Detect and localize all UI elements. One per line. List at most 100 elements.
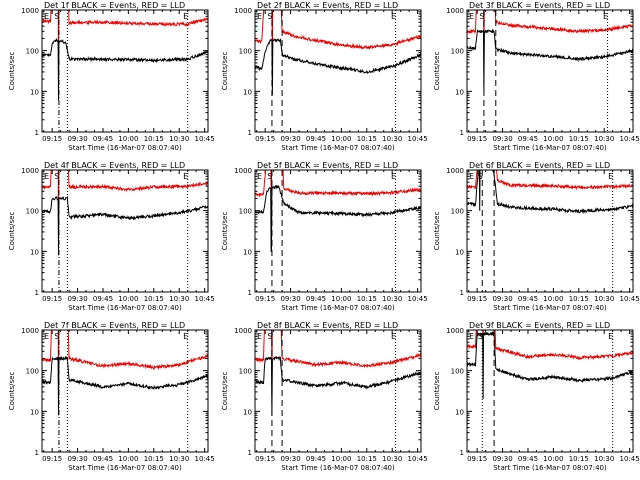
marker-label: S [478,332,483,341]
x-tick-label: 10:15 [144,455,164,463]
marker-label: S [54,172,59,181]
events-series-line [42,38,208,101]
x-tick-label: 10:15 [569,295,589,303]
lld-series-line [467,330,633,375]
x-axis-label: Start Time (16-Mar-07 08:07:40) [281,144,395,152]
x-tick-label: 10:45 [408,455,428,463]
y-axis-label: Counts/sec [221,52,229,91]
panel-title: Det 6f BLACK = Events, RED = LLD [469,161,610,170]
detector-panel-2: Det 2f BLACK = Events, RED = LLD Counts/s… [221,1,428,152]
y-tick-label: 1000 [446,7,464,15]
marker-label: E [608,332,613,341]
x-tick-label: 10:45 [620,295,640,303]
x-tick-label: 10:45 [195,295,215,303]
y-tick-label: 1000 [21,167,39,175]
marker-label: E [183,332,188,341]
x-tick-label: 09:45 [306,295,326,303]
panel-title: Det 5f BLACK = Events, RED = LLD [257,161,398,170]
events-series-line [467,170,633,215]
y-tick-label: 1 [460,129,464,137]
marker-label: E [469,12,474,21]
plot-frame [466,169,634,293]
lld-series-line [42,330,208,396]
plot-frame [41,169,209,293]
x-tick-label: 09:45 [93,295,113,303]
marker-label: S [54,332,59,341]
plot-frame [41,329,209,453]
lld-series-line [255,170,421,198]
y-axis-label: Counts/sec [221,372,229,411]
marker-label: S [478,172,483,181]
x-axis-label: Start Time (16-Mar-07 08:07:40) [493,464,607,472]
x-tick-label: 10:15 [357,295,377,303]
x-tick-label: 10:15 [144,135,164,143]
x-tick-label: 09:15 [467,295,487,303]
x-tick-label: 09:30 [492,295,512,303]
marker-label: E [469,172,474,181]
x-tick-label: 09:15 [42,135,62,143]
plot-frame [466,329,634,453]
y-tick-label: 1 [248,129,252,137]
x-tick-label: 10:30 [169,295,189,303]
x-tick-label: 09:30 [67,455,87,463]
y-axis-label: Counts/sec [8,52,16,91]
x-tick-label: 10:15 [357,455,377,463]
x-tick-label: 10:15 [569,455,589,463]
marker-label: E [183,12,188,21]
x-axis-label: Start Time (16-Mar-07 08:07:40) [493,304,607,312]
events-series-line [42,355,208,416]
y-tick-label: 100 [451,48,464,56]
detector-panel-6: Det 6f BLACK = Events, RED = LLD Counts/s… [433,161,640,312]
x-tick-label: 10:00 [331,135,351,143]
x-tick-label: 10:30 [594,455,614,463]
marker-label: E [257,12,262,21]
x-tick-label: 09:45 [93,455,113,463]
x-tick-label: 09:30 [492,455,512,463]
marker-label: S [54,12,59,21]
y-axis-label: Counts/sec [433,212,441,251]
plot-frame [254,329,422,453]
x-tick-label: 09:45 [93,135,113,143]
x-tick-label: 10:45 [408,295,428,303]
marker-label: S [479,12,484,21]
marker-label: E [469,332,474,341]
plot-frame [254,169,422,293]
y-tick-label: 100 [451,368,464,376]
x-tick-label: 09:45 [518,455,538,463]
x-axis-label: Start Time (16-Mar-07 08:07:40) [68,304,182,312]
y-tick-label: 100 [451,208,464,216]
lld-series-line [467,170,633,191]
marker-label: E [44,172,49,181]
x-tick-label: 09:30 [280,135,300,143]
plot-frame [41,9,209,133]
x-tick-label: 10:30 [594,295,614,303]
x-tick-label: 10:15 [569,135,589,143]
x-tick-label: 09:30 [67,295,87,303]
y-tick-label: 10 [455,408,464,416]
events-series-line [255,37,421,96]
events-series-line [467,330,633,400]
marker-label: E [391,172,396,181]
y-axis-label: Counts/sec [433,372,441,411]
panel-title: Det 1f BLACK = Events, RED = LLD [44,1,185,10]
y-tick-label: 1 [460,289,464,297]
y-tick-label: 1000 [234,167,252,175]
marker-label: E [44,12,49,21]
marker-label: S [267,332,272,341]
x-tick-label: 10:00 [543,455,563,463]
marker-label: E [257,172,262,181]
x-axis-label: Start Time (16-Mar-07 08:07:40) [281,464,395,472]
marker-label: E [391,12,396,21]
x-axis-label: Start Time (16-Mar-07 08:07:40) [493,144,607,152]
panel-title: Det 4f BLACK = Events, RED = LLD [44,161,185,170]
x-tick-label: 09:45 [306,455,326,463]
y-tick-label: 100 [239,48,252,56]
x-tick-label: 10:00 [331,455,351,463]
x-tick-label: 09:30 [492,135,512,143]
x-tick-label: 10:30 [169,135,189,143]
x-tick-label: 09:15 [467,135,487,143]
y-tick-label: 10 [30,88,39,96]
y-axis-label: Counts/sec [221,212,229,251]
y-tick-label: 1000 [446,327,464,335]
